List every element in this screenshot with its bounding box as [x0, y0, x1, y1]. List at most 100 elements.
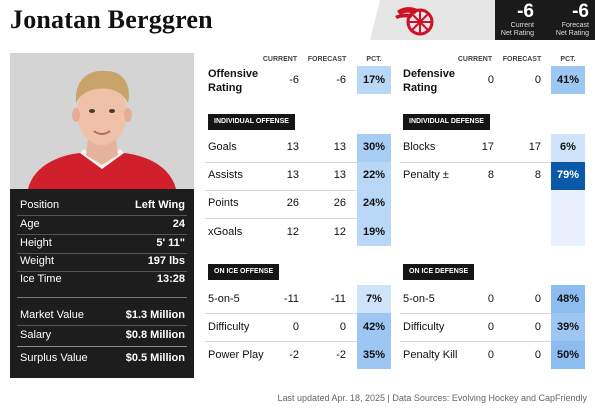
- oi-def-penalty-kill-label: Penalty Kill: [403, 349, 458, 361]
- red-wings-logo-icon: [395, 7, 434, 36]
- oi-def-difficulty-pct: 39%: [556, 321, 580, 333]
- points-pct-cell: [357, 190, 391, 218]
- goals-label: Goals: [208, 141, 237, 153]
- penalty-diff-forecast: 8: [534, 169, 541, 181]
- contract-row-surplus-value: Surplus Value $0.5 Million: [20, 352, 185, 364]
- player-bio-panel: Position Left Wing Age 24 Height 5' 11" Wei…: [10, 189, 194, 378]
- penalty-diff-pct-cell: [551, 162, 585, 190]
- bio-divider: [17, 253, 187, 254]
- oi-def-penalty-kill-current: 0: [487, 349, 494, 361]
- assists-current: 13: [286, 169, 299, 181]
- contract-row-market-value: Market Value $1.3 Million: [20, 309, 185, 321]
- oi-def-penalty-kill-pct: 50%: [556, 349, 580, 361]
- row-divider: [400, 341, 585, 342]
- oi-off-power-play-current: -2: [289, 349, 299, 361]
- oi-def-5on5-label: 5-on-5: [403, 293, 435, 305]
- bio-row-ice-time: Ice Time 13:28: [20, 273, 185, 285]
- oi-def-difficulty-label: Difficulty: [403, 321, 445, 333]
- row-divider: [205, 162, 391, 163]
- contract-divider: [17, 297, 187, 298]
- defensive-rating-pct: 41%: [556, 74, 580, 86]
- assists-pct: 22%: [362, 169, 386, 181]
- points-pct: 24%: [362, 197, 386, 209]
- section-individual-offense: INDIVIDUAL OFFENSE: [208, 114, 295, 130]
- bio-divider: [17, 325, 187, 326]
- oi-off-power-play-pct-cell: [357, 341, 391, 369]
- penalty-diff-pct: 79%: [556, 169, 580, 181]
- bio-row-age: Age 24: [20, 218, 185, 230]
- bio-divider: [17, 234, 187, 235]
- oi-def-5on5-forecast: 0: [534, 293, 541, 305]
- oi-def-difficulty-forecast: 0: [534, 321, 541, 333]
- row-divider: [400, 162, 585, 163]
- xgoals-current: 12: [286, 226, 299, 238]
- oi-def-difficulty-current: 0: [487, 321, 494, 333]
- row-divider: [205, 190, 391, 191]
- column-header-current: CURRENT: [457, 56, 493, 63]
- blocks-current: 17: [481, 141, 494, 153]
- xgoals-pct: 19%: [362, 226, 386, 238]
- goals-forecast: 13: [333, 141, 346, 153]
- oi-off-difficulty-forecast: 0: [339, 321, 346, 333]
- points-current: 26: [286, 197, 299, 209]
- oi-def-penalty-kill-forecast: 0: [534, 349, 541, 361]
- xgoals-label: xGoals: [208, 226, 243, 238]
- xgoals-pct-cell: [357, 218, 391, 246]
- contract-row-salary: Salary $0.8 Million: [20, 329, 185, 341]
- current-net-rating: -6 Current Net Rating: [500, 1, 534, 37]
- oi-off-difficulty-label: Difficulty: [208, 321, 250, 333]
- bio-divider: [17, 271, 187, 272]
- column-header-pct: PCT.: [366, 56, 382, 63]
- page-header: Jonatan Berggren -6 Current Net Rating -…: [0, 0, 595, 40]
- defensive-rating-pct-cell: [551, 66, 585, 94]
- offensive-rating-pct: 17%: [362, 74, 386, 86]
- oi-off-5on5-forecast: -11: [330, 293, 346, 305]
- goals-pct-cell: [357, 134, 391, 162]
- oi-off-5on5-label: 5-on-5: [208, 293, 240, 305]
- offensive-rating-current: -6: [289, 74, 299, 86]
- bio-divider: [17, 346, 187, 347]
- goals-current: 13: [286, 141, 299, 153]
- row-divider: [205, 218, 391, 219]
- blocks-label: Blocks: [403, 141, 436, 153]
- row-divider: [400, 313, 585, 314]
- oi-def-difficulty-pct-cell: [551, 313, 585, 341]
- oi-off-difficulty-pct: 42%: [362, 321, 386, 333]
- assists-forecast: 13: [333, 169, 346, 181]
- assists-pct-cell: [357, 162, 391, 190]
- footer-sources: Last updated Apr. 18, 2025 | Data Source…: [277, 393, 587, 403]
- xgoals-forecast: 12: [333, 226, 346, 238]
- oi-off-power-play-label: Power Play: [208, 349, 264, 361]
- net-rating-band: -6 Current Net Rating -6 Forecast Net Ra…: [495, 0, 595, 40]
- penalty-diff-current: 8: [487, 169, 494, 181]
- offensive-rating-pct-cell: [357, 66, 391, 94]
- oi-def-5on5-pct: 48%: [556, 293, 580, 305]
- defensive-rating-label: Defensive Rating: [403, 68, 455, 94]
- oi-off-power-play-forecast: -2: [336, 349, 346, 361]
- player-photo: [10, 53, 194, 189]
- defensive-rating-forecast: 0: [534, 74, 541, 86]
- penalty-diff-label: Penalty ±: [403, 169, 449, 181]
- pct-column-bg: [551, 190, 585, 246]
- goals-pct: 30%: [362, 141, 386, 153]
- section-on-ice-offense: ON ICE OFFENSE: [208, 264, 280, 280]
- offensive-rating-label: Offensive Rating: [208, 68, 259, 94]
- oi-off-5on5-current: -11: [283, 293, 299, 305]
- column-header-forecast: FORECAST: [502, 56, 542, 63]
- section-individual-defense: INDIVIDUAL DEFENSE: [403, 114, 490, 130]
- oi-off-difficulty-current: 0: [292, 321, 299, 333]
- bio-divider: [17, 215, 187, 216]
- oi-def-penalty-kill-pct-cell: [551, 341, 585, 369]
- oi-off-difficulty-pct-cell: [357, 313, 391, 341]
- blocks-forecast: 17: [528, 141, 541, 153]
- oi-off-power-play-pct: 35%: [362, 349, 386, 361]
- column-header-current: CURRENT: [262, 56, 298, 63]
- row-divider: [205, 341, 391, 342]
- forecast-net-rating: -6 Forecast Net Rating: [555, 1, 589, 37]
- oi-def-5on5-current: 0: [487, 293, 494, 305]
- oi-off-5on5-pct: 7%: [366, 293, 382, 305]
- section-on-ice-defense: ON ICE DEFENSE: [403, 264, 475, 280]
- oi-def-5on5-pct-cell: [551, 285, 585, 313]
- column-header-pct: PCT.: [560, 56, 576, 63]
- bio-row-position: Position Left Wing: [20, 199, 185, 211]
